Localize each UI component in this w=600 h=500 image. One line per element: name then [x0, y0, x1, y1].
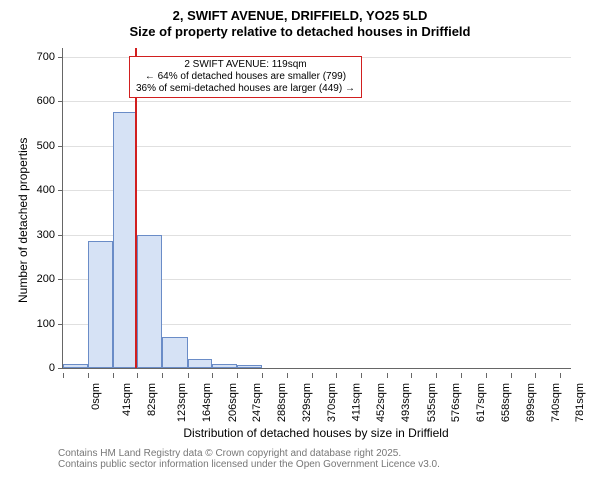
- histogram-bar: [113, 112, 138, 368]
- gridline: [63, 101, 571, 102]
- x-tick-label: 206sqm: [227, 383, 239, 422]
- footer-line1: Contains HM Land Registry data © Crown c…: [58, 448, 600, 459]
- x-tick-label: 164sqm: [201, 383, 213, 422]
- x-tick-label: 576sqm: [450, 383, 462, 422]
- chart-title-line2: Size of property relative to detached ho…: [0, 24, 600, 40]
- x-tick-label: 781sqm: [574, 383, 586, 422]
- x-tick-label: 247sqm: [252, 383, 264, 422]
- x-tick-label: 0sqm: [90, 383, 102, 410]
- x-tick-label: 123sqm: [177, 383, 189, 422]
- annotation-line3: 36% of semi-detached houses are larger (…: [136, 83, 355, 95]
- y-tick-label: 700: [37, 51, 63, 63]
- histogram-bar: [212, 364, 237, 368]
- x-tick-label: 452sqm: [375, 383, 387, 422]
- y-tick-label: 200: [37, 273, 63, 285]
- histogram-bar: [162, 337, 187, 368]
- y-tick-label: 0: [49, 362, 63, 374]
- histogram-bar: [188, 359, 213, 368]
- y-tick-label: 300: [37, 229, 63, 241]
- footer-line2: Contains public sector information licen…: [58, 459, 600, 470]
- x-tick-label: 329sqm: [301, 383, 313, 422]
- x-tick-label: 288sqm: [276, 383, 288, 422]
- histogram-bar: [237, 365, 262, 368]
- histogram-bar: [63, 364, 88, 368]
- x-tick-label: 411sqm: [350, 383, 362, 421]
- histogram-bar: [137, 235, 162, 368]
- y-tick-label: 500: [37, 140, 63, 152]
- gridline: [63, 146, 571, 147]
- marker-annotation: 2 SWIFT AVENUE: 119sqm ← 64% of detached…: [129, 56, 362, 98]
- y-axis-label: Number of detached properties: [16, 138, 30, 303]
- attribution-footer: Contains HM Land Registry data © Crown c…: [0, 448, 600, 470]
- y-tick-label: 100: [37, 318, 63, 330]
- x-tick-label: 535sqm: [426, 383, 438, 422]
- y-tick-label: 400: [37, 184, 63, 196]
- x-tick-label: 740sqm: [550, 383, 562, 422]
- x-tick-label: 370sqm: [326, 383, 338, 422]
- annotation-line2: ← 64% of detached houses are smaller (79…: [136, 71, 355, 83]
- x-tick-label: 699sqm: [525, 383, 537, 422]
- x-tick-label: 82sqm: [146, 383, 158, 416]
- x-tick-label: 658sqm: [500, 383, 512, 422]
- chart-title-line1: 2, SWIFT AVENUE, DRIFFIELD, YO25 5LD: [0, 8, 600, 24]
- gridline: [63, 190, 571, 191]
- chart-title-block: 2, SWIFT AVENUE, DRIFFIELD, YO25 5LD Siz…: [0, 0, 600, 41]
- annotation-line1: 2 SWIFT AVENUE: 119sqm: [136, 59, 355, 71]
- x-tick-label: 493sqm: [400, 383, 412, 422]
- y-tick-label: 600: [37, 95, 63, 107]
- x-axis-label: Distribution of detached houses by size …: [62, 426, 570, 440]
- x-tick-label: 617sqm: [475, 383, 487, 422]
- histogram-bar: [88, 241, 113, 368]
- x-tick-label: 41sqm: [121, 383, 133, 416]
